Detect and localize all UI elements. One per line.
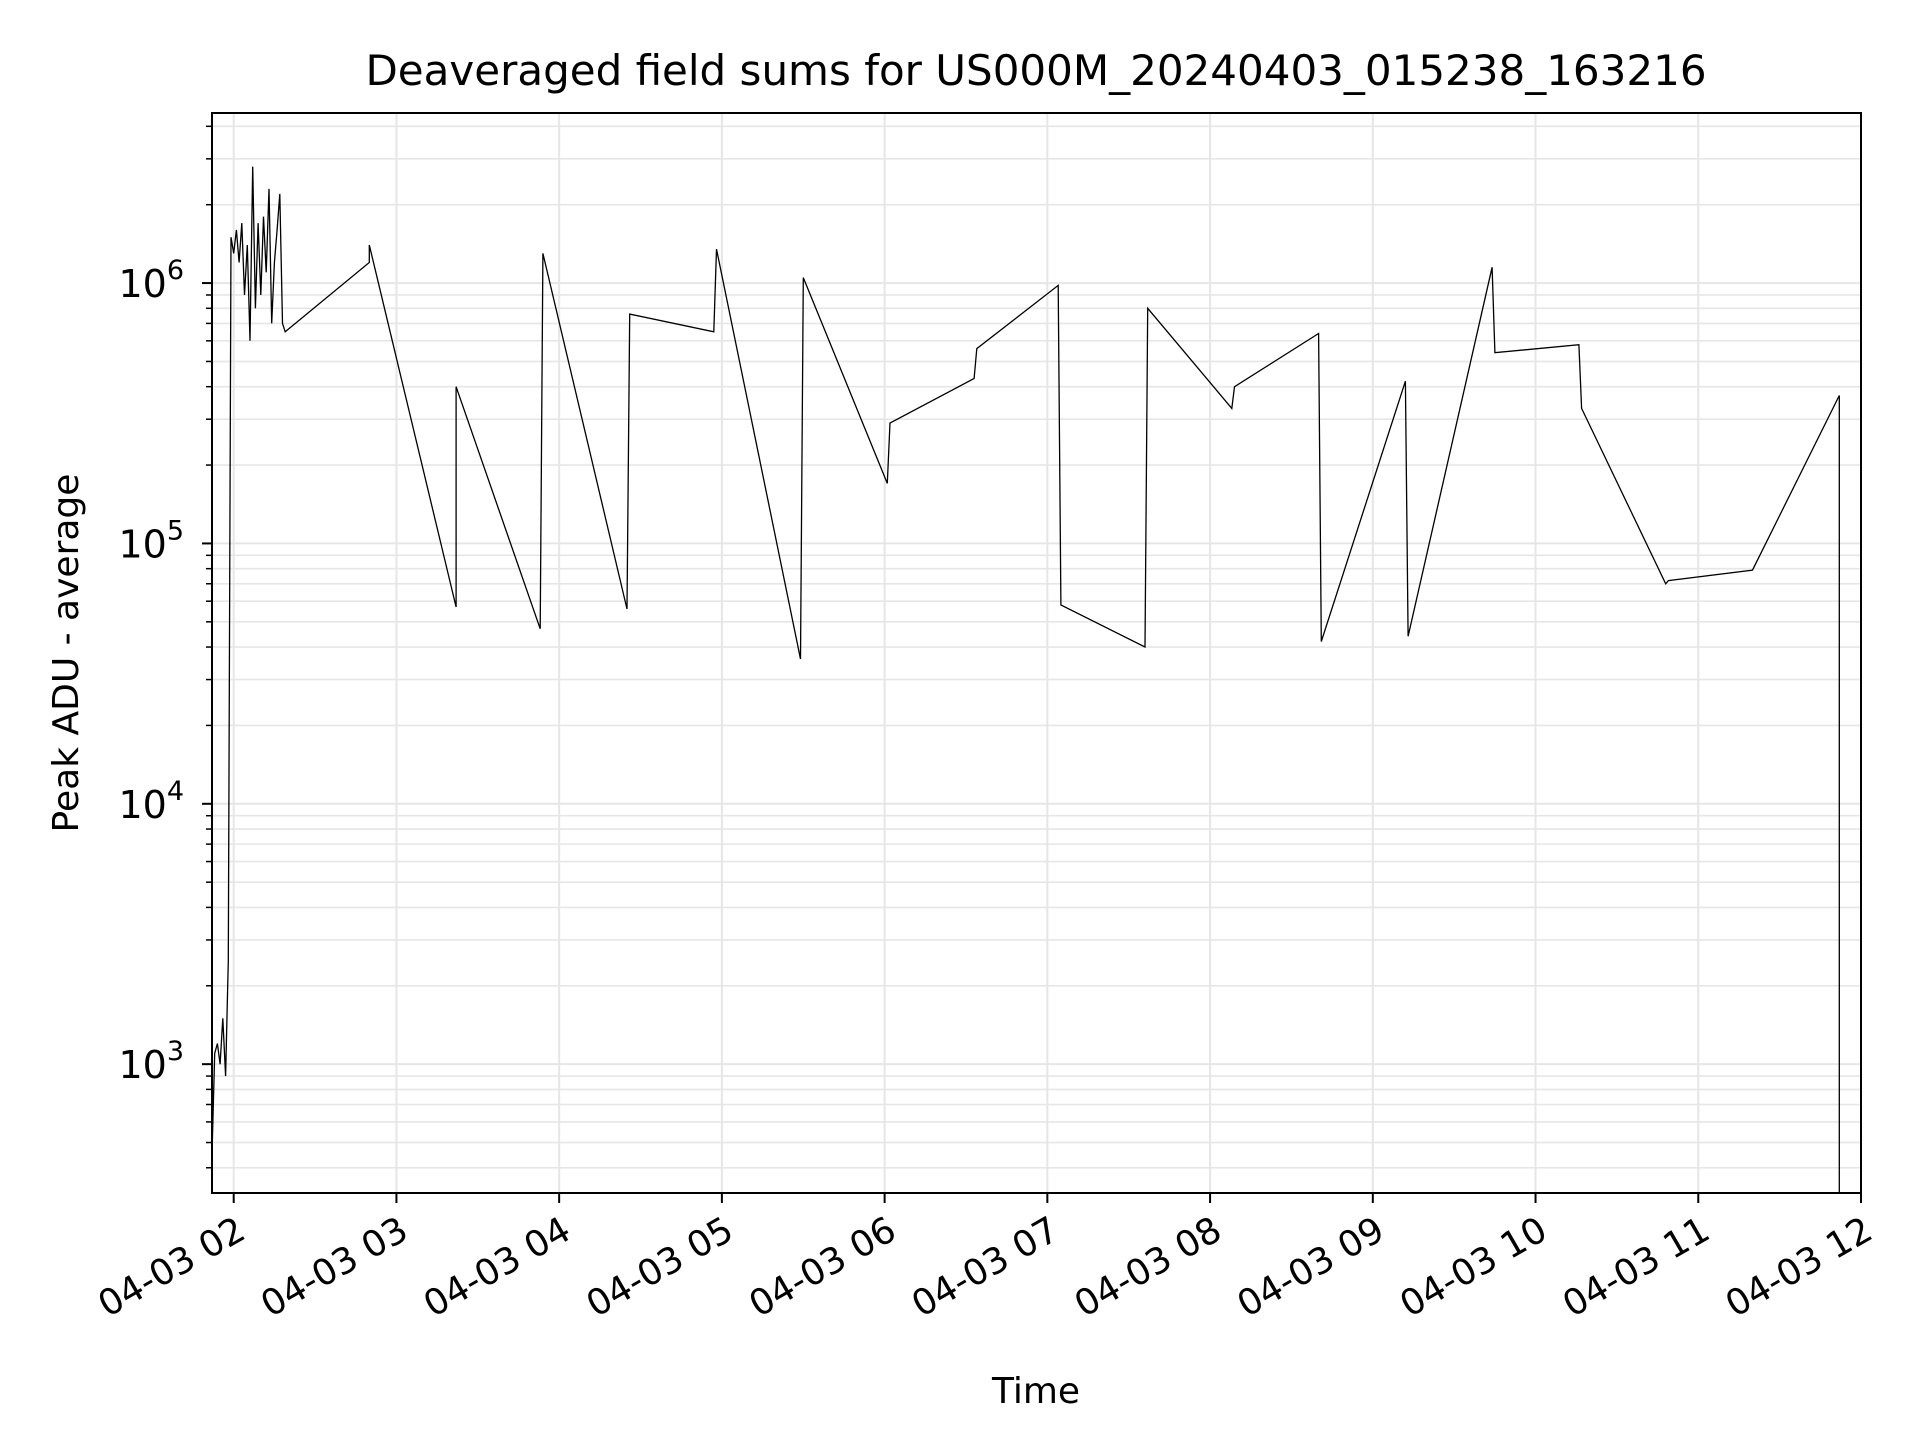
data-line-layer — [211, 166, 1840, 1193]
data-series-line — [211, 166, 1840, 1193]
chart-title: Deaveraged field sums for US000M_2024040… — [365, 46, 1706, 95]
y-axis: 103 104 105 106 — [118, 125, 212, 1169]
y-tick-label: 104 — [118, 776, 184, 827]
grid — [212, 113, 1862, 1193]
plot-frame — [211, 112, 1862, 1194]
x-axis-label: Time — [991, 1371, 1080, 1412]
y-tick-label: 106 — [118, 255, 184, 306]
y-tick-label: 103 — [118, 1036, 184, 1087]
y-axis-label: Peak ADU - average — [46, 474, 87, 833]
y-tick-label: 105 — [118, 515, 184, 566]
